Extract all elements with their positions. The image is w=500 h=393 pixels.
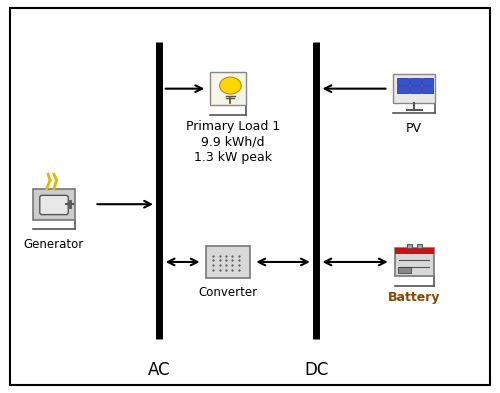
Bar xyxy=(410,78,421,85)
Bar xyxy=(408,244,412,248)
Bar xyxy=(410,86,421,92)
Text: PV: PV xyxy=(406,122,422,135)
Text: 1.3 kW peak: 1.3 kW peak xyxy=(194,151,272,163)
Bar xyxy=(394,248,434,276)
Text: AC: AC xyxy=(148,361,171,379)
Bar xyxy=(398,267,410,273)
Text: 9.9 kWh/d: 9.9 kWh/d xyxy=(201,135,264,148)
Bar xyxy=(398,86,409,92)
FancyBboxPatch shape xyxy=(40,195,68,215)
Text: DC: DC xyxy=(304,361,328,379)
Bar xyxy=(206,246,250,278)
Text: Primary Load 1: Primary Load 1 xyxy=(186,120,280,133)
Circle shape xyxy=(220,77,241,94)
Bar xyxy=(398,78,409,85)
Bar xyxy=(210,72,246,105)
Bar xyxy=(422,78,434,85)
Bar xyxy=(417,244,422,248)
Bar xyxy=(394,74,435,103)
Bar xyxy=(422,86,434,92)
Text: Converter: Converter xyxy=(198,286,258,299)
Bar xyxy=(33,189,75,220)
Text: Battery: Battery xyxy=(388,291,440,304)
Text: Generator: Generator xyxy=(24,238,84,251)
Bar xyxy=(394,248,434,254)
